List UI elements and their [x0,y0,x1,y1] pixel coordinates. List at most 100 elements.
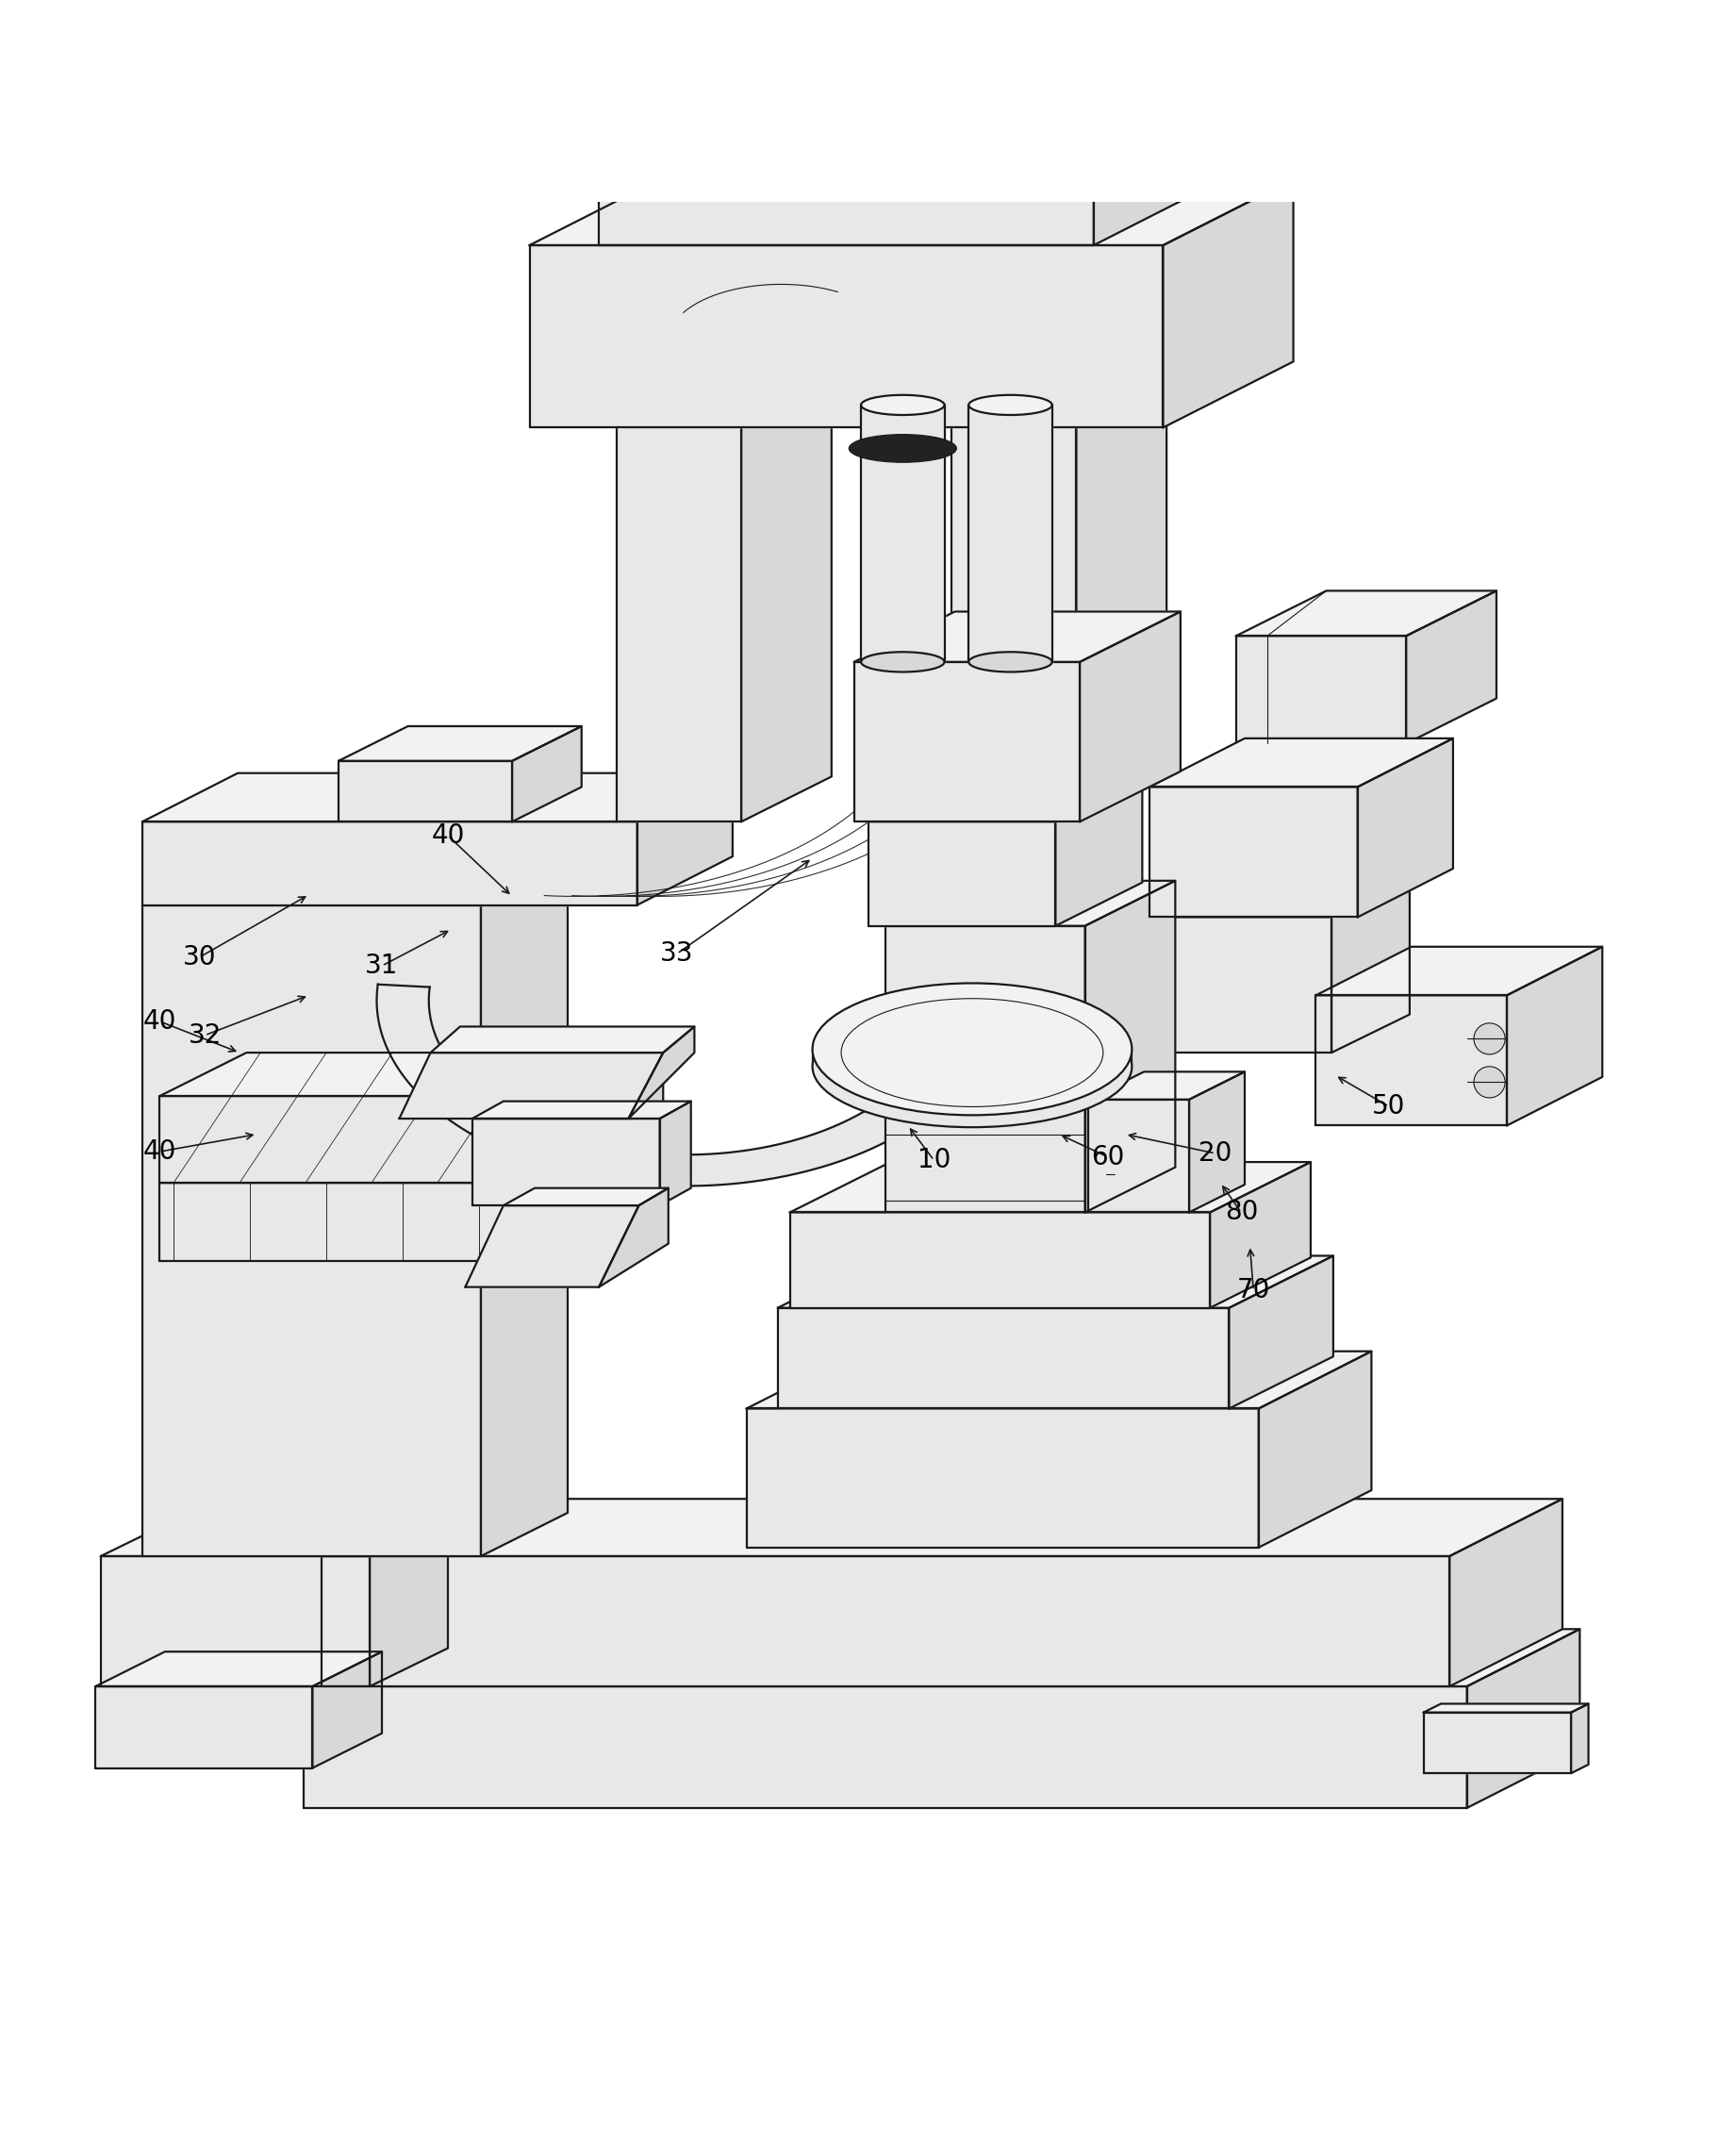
Polygon shape [142,822,637,905]
Polygon shape [1163,180,1293,428]
Polygon shape [304,1629,1580,1686]
Polygon shape [431,1027,694,1053]
Polygon shape [637,773,733,905]
Polygon shape [1236,591,1496,636]
Polygon shape [868,779,1142,822]
Polygon shape [1507,946,1602,1126]
Polygon shape [969,404,1052,661]
Text: 40: 40 [431,822,465,850]
Polygon shape [1055,779,1142,927]
Polygon shape [312,1652,382,1768]
Polygon shape [538,280,1149,404]
Polygon shape [885,882,1175,927]
Polygon shape [1076,360,1167,822]
Polygon shape [472,1119,660,1205]
Polygon shape [1085,882,1175,1213]
Text: 10: 10 [917,1147,951,1173]
Text: 31: 31 [365,952,399,978]
Polygon shape [142,773,733,822]
Polygon shape [1406,591,1496,743]
Polygon shape [321,1556,1450,1686]
Ellipse shape [969,653,1052,672]
Circle shape [1474,1023,1505,1055]
Polygon shape [101,1517,448,1556]
Polygon shape [160,1096,576,1183]
Polygon shape [142,862,568,905]
Polygon shape [465,1205,639,1286]
Ellipse shape [861,653,944,672]
Polygon shape [790,1213,1210,1308]
Polygon shape [1210,1162,1311,1308]
Polygon shape [854,612,1180,661]
Ellipse shape [861,396,944,415]
Polygon shape [576,1053,663,1183]
Polygon shape [951,404,1076,822]
Polygon shape [339,725,582,762]
Polygon shape [538,223,1262,280]
Polygon shape [599,103,1094,246]
Polygon shape [1229,1256,1333,1408]
Ellipse shape [969,396,1052,415]
Ellipse shape [849,434,957,462]
Polygon shape [778,1308,1229,1408]
Polygon shape [951,360,1167,404]
Polygon shape [160,1138,663,1183]
Polygon shape [1316,995,1507,1126]
Polygon shape [790,1162,1311,1213]
Polygon shape [1149,223,1262,404]
Polygon shape [377,984,984,1186]
Polygon shape [1149,738,1453,788]
Polygon shape [746,1350,1371,1408]
Polygon shape [616,360,832,404]
Polygon shape [472,1102,691,1119]
Polygon shape [1450,1498,1562,1686]
Polygon shape [868,822,1055,927]
Polygon shape [1189,1072,1245,1213]
Polygon shape [321,1498,1562,1556]
Polygon shape [399,1053,663,1119]
Polygon shape [1424,1712,1571,1774]
Polygon shape [160,1053,663,1096]
Polygon shape [1571,1703,1588,1774]
Polygon shape [160,1183,576,1260]
Polygon shape [101,1556,370,1686]
Text: 70: 70 [1236,1278,1271,1303]
Polygon shape [929,1029,1016,1100]
Polygon shape [304,1686,1467,1808]
Text: 30: 30 [182,944,217,969]
Polygon shape [95,1652,382,1686]
Polygon shape [1316,946,1602,995]
Polygon shape [628,1027,694,1119]
Polygon shape [1016,1010,1054,1100]
Text: 33: 33 [660,939,694,967]
Polygon shape [1167,918,1332,1053]
Polygon shape [854,661,1080,822]
Polygon shape [503,1188,668,1205]
Polygon shape [1167,880,1410,918]
Text: 60: 60 [1090,1143,1125,1171]
Polygon shape [746,1408,1259,1547]
Text: 40: 40 [142,1008,177,1034]
Polygon shape [1236,636,1406,743]
Ellipse shape [812,1006,1132,1128]
Ellipse shape [812,982,1132,1115]
Polygon shape [370,1517,448,1686]
Polygon shape [481,862,568,1556]
Polygon shape [599,1188,668,1286]
Polygon shape [778,1256,1333,1308]
Polygon shape [599,45,1207,103]
Polygon shape [1259,1350,1371,1547]
Polygon shape [142,905,481,1556]
Polygon shape [95,1686,312,1768]
Text: 32: 32 [187,1023,222,1049]
Polygon shape [885,927,1085,1213]
Polygon shape [529,246,1163,428]
Polygon shape [1088,1072,1245,1100]
Polygon shape [339,762,512,822]
Polygon shape [1358,738,1453,918]
Polygon shape [929,1010,1054,1029]
Polygon shape [1094,45,1207,246]
Polygon shape [1149,788,1358,918]
Polygon shape [1424,1703,1588,1712]
Polygon shape [529,180,1293,246]
